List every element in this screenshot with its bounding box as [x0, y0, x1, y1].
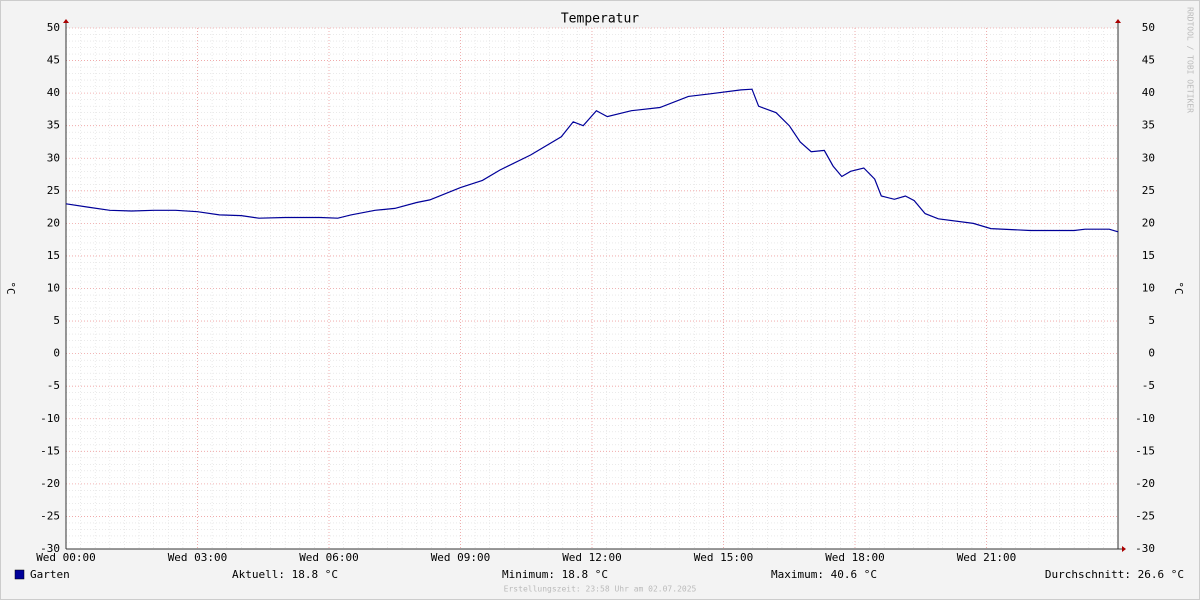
chart-title: Temperatur — [561, 12, 639, 27]
y-tick-label: 35 — [47, 119, 60, 132]
y-tick-label-right: 25 — [1142, 184, 1155, 197]
x-tick-label: Wed 21:00 — [957, 551, 1017, 564]
y-tick-label: 0 — [53, 347, 60, 360]
y-tick-label: -10 — [40, 412, 60, 425]
y-tick-label: 30 — [47, 151, 60, 164]
y-tick-label-right: -20 — [1135, 477, 1155, 490]
y-tick-label: 15 — [47, 249, 60, 262]
series-line — [65, 88, 1119, 233]
y-tick-label: 25 — [47, 184, 60, 197]
y-tick-label-right: 0 — [1148, 347, 1155, 360]
y-tick-label: -25 — [40, 509, 60, 522]
y-tick-label-right: 10 — [1142, 282, 1155, 295]
x-tick-label: Wed 03:00 — [168, 551, 228, 564]
y-tick-label: 5 — [53, 314, 60, 327]
y-tick-label: 40 — [47, 86, 60, 99]
x-tick-label: Wed 15:00 — [694, 551, 754, 564]
x-tick-label: Wed 06:00 — [299, 551, 359, 564]
y-tick-label-right: -25 — [1135, 509, 1155, 522]
y-tick-label: 45 — [47, 54, 60, 67]
y-tick-label: -20 — [40, 477, 60, 490]
footer: Erstellungszeit: 23:58 Uhr am 02.07.2025 — [504, 585, 697, 594]
y-tick-label-right: 45 — [1142, 54, 1155, 67]
stat: Minimum: 18.8 °C — [502, 568, 608, 581]
x-tick-label: Wed 12:00 — [562, 551, 622, 564]
y-tick-label: -30 — [40, 542, 60, 555]
y-tick-label-right: 35 — [1142, 119, 1155, 132]
y-tick-label-right: 15 — [1142, 249, 1155, 262]
y-tick-label-right: -15 — [1135, 444, 1155, 457]
y-tick-label-right: 5 — [1148, 314, 1155, 327]
legend-label: Garten — [30, 568, 70, 581]
watermark: RRDTOOL / TOBI OETIKER — [1186, 7, 1195, 113]
axis-arrow — [1122, 546, 1126, 552]
legend-swatch — [14, 569, 25, 580]
y-tick-label-right: -30 — [1135, 542, 1155, 555]
x-tick-label: Wed 09:00 — [431, 551, 491, 564]
y-tick-label: 20 — [47, 216, 60, 229]
y-axis-label: °C — [4, 281, 17, 294]
y-tick-label: 50 — [47, 21, 60, 34]
axis-arrow — [63, 19, 69, 23]
y-tick-label-right: 30 — [1142, 151, 1155, 164]
y-tick-label-right: 20 — [1142, 216, 1155, 229]
y-tick-label-right: -10 — [1135, 412, 1155, 425]
y-tick-label: -15 — [40, 444, 60, 457]
stat: Maximum: 40.6 °C — [771, 568, 877, 581]
y-tick-label: -5 — [47, 379, 60, 392]
y-tick-label-right: 40 — [1142, 86, 1155, 99]
y-tick-label: 10 — [47, 282, 60, 295]
x-tick-label: Wed 18:00 — [825, 551, 885, 564]
y-tick-label-right: -5 — [1142, 379, 1155, 392]
x-tick-label: Wed 00:00 — [36, 551, 96, 564]
y-tick-label-right: 50 — [1142, 21, 1155, 34]
stat: Aktuell: 18.8 °C — [232, 568, 338, 581]
y-axis-label-right: °C — [1172, 281, 1185, 294]
stat: Durchschnitt: 26.6 °C — [1045, 568, 1184, 581]
axis-arrow — [1115, 19, 1121, 23]
